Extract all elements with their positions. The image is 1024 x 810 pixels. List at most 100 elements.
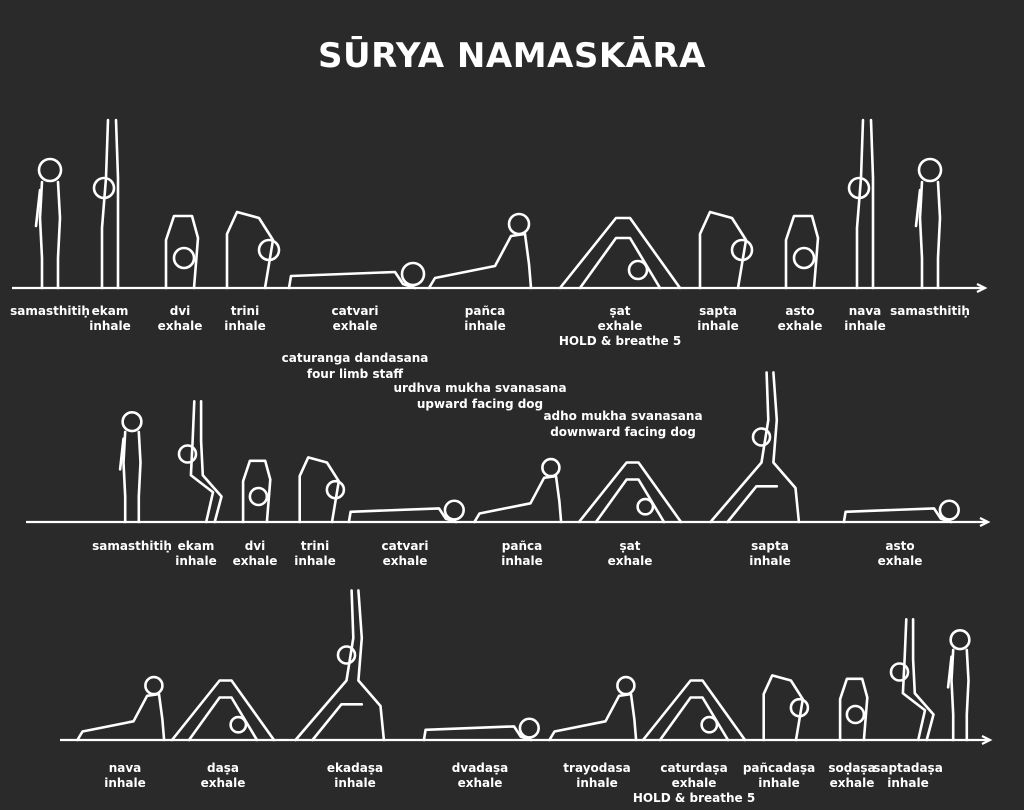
figure-body: [347, 507, 458, 524]
figure-body: [838, 677, 869, 742]
pose-figure-down-dog: [641, 679, 747, 742]
pose-breath: inhale: [224, 319, 266, 333]
pose-name: soḍaṣa: [828, 761, 876, 775]
pose-name: catvari: [331, 304, 379, 318]
pose-label: trini inhale: [224, 304, 266, 334]
pose-figure-up-dog: [427, 212, 533, 290]
pose-figure-up-dog: [473, 457, 563, 524]
figure-body: [422, 725, 533, 742]
pose-label: pañcadaṣa inhale: [743, 761, 815, 791]
pose-breath: inhale: [334, 776, 376, 790]
pose-name: pañca: [464, 304, 506, 318]
pose-figure-up-dog: [548, 675, 638, 742]
pose-label: sapta inhale: [697, 304, 739, 334]
pose-figure-stand: [946, 629, 971, 742]
figure-body: [548, 692, 638, 742]
pose-name: samasthitiḥ: [890, 304, 970, 318]
pose-label: soḍaṣa exhale: [828, 761, 875, 791]
pose-label: catvari exhale: [332, 304, 379, 334]
pose-note-english: four limb staff: [306, 367, 404, 381]
figure-body: [918, 180, 924, 290]
figure-body: [199, 399, 223, 524]
figure-head: [229, 715, 248, 734]
pose-name: nava: [108, 761, 142, 775]
pose-breath: exhale: [597, 319, 643, 333]
figure-body: [38, 180, 44, 290]
pose-name: ṣat: [619, 539, 641, 553]
pose-name: pañca: [501, 539, 543, 553]
pose-name: ekam: [177, 539, 215, 553]
pose-breath: exhale: [157, 319, 203, 333]
figure-head: [938, 499, 960, 521]
pose-breath: exhale: [607, 554, 653, 568]
pose-label: sapta inhale: [749, 539, 791, 569]
figure-body: [965, 648, 970, 742]
pose-breath: exhale: [829, 776, 875, 790]
figure-body: [726, 484, 779, 524]
figure-body: [698, 210, 748, 290]
figure-arm: [34, 188, 42, 228]
pose-name: trini: [300, 539, 330, 553]
pose-breath: inhale: [576, 776, 618, 790]
pose-name: sapta: [699, 304, 737, 318]
figure-head: [518, 717, 540, 739]
figure-body: [772, 371, 801, 524]
figure-body: [558, 216, 682, 290]
pose-figure-half-lift: [762, 674, 810, 742]
pose-figure-stand: [34, 157, 63, 290]
figure-body: [56, 180, 62, 290]
figure-body: [936, 180, 942, 290]
arrow-head: [981, 735, 993, 745]
figure-body: [311, 702, 364, 742]
pose-name: samasthitiḥ: [92, 539, 172, 553]
figure-body: [294, 589, 355, 742]
figure-head: [917, 157, 943, 183]
figure-body: [784, 214, 820, 290]
figure-body: [114, 118, 120, 290]
pose-label: pañca inhale: [501, 539, 543, 569]
pose-label: nava inhale: [104, 761, 146, 791]
figure-body: [164, 214, 200, 290]
pose-label: dvadaṣa exhale: [452, 761, 508, 791]
pose-label: ṣat exhale HOLD & breathe 5: [559, 304, 681, 349]
pose-label: daṣa exhale: [201, 761, 246, 791]
pose-figure-chair: [177, 399, 223, 524]
pose-label: nava inhale: [844, 304, 886, 334]
figure-head: [144, 675, 164, 696]
pose-label: ekadaṣa inhale: [327, 761, 383, 791]
pose-name: trini: [230, 304, 260, 318]
pose-note-chaturanga: caturanga dandasana four limb staff: [282, 350, 429, 382]
pose-figure-forward-fold: [241, 459, 272, 524]
pose-figure-chaturanga: [842, 499, 960, 524]
figure-head: [400, 261, 426, 287]
figure-head: [889, 662, 910, 682]
pose-breath: inhale: [749, 554, 791, 568]
figure-body: [241, 459, 272, 524]
figure-arm: [914, 188, 922, 228]
figure-head: [541, 457, 561, 478]
pose-breath: exhale: [777, 319, 823, 333]
pose-figure-up-dog: [76, 675, 166, 742]
pose-figure-forward-fold: [838, 677, 869, 742]
pose-name: nava: [848, 304, 882, 318]
figure-body: [641, 679, 747, 742]
pose-note-downdog: adho mukha svanasana downward facing dog: [543, 408, 702, 440]
figure-head: [616, 675, 636, 696]
pose-name: pañcadaṣa: [742, 761, 816, 775]
pose-label: ekam inhale: [175, 539, 217, 569]
pose-name: dvi: [244, 539, 266, 553]
pose-figure-arms-up: [847, 118, 875, 290]
pose-figure-half-lift: [225, 210, 281, 290]
figure-body: [658, 696, 730, 742]
figure-body: [709, 371, 770, 524]
figure-head: [636, 497, 655, 516]
figure-body: [170, 679, 276, 742]
arrow-head: [979, 517, 991, 527]
figure-body: [189, 399, 215, 524]
figure-body: [762, 674, 805, 742]
figure-arm: [118, 437, 125, 471]
pose-figure-down-dog: [170, 679, 276, 742]
pose-name: catvari: [381, 539, 429, 553]
pose-name: ekam: [91, 304, 129, 318]
pose-breath: exhale: [232, 554, 278, 568]
